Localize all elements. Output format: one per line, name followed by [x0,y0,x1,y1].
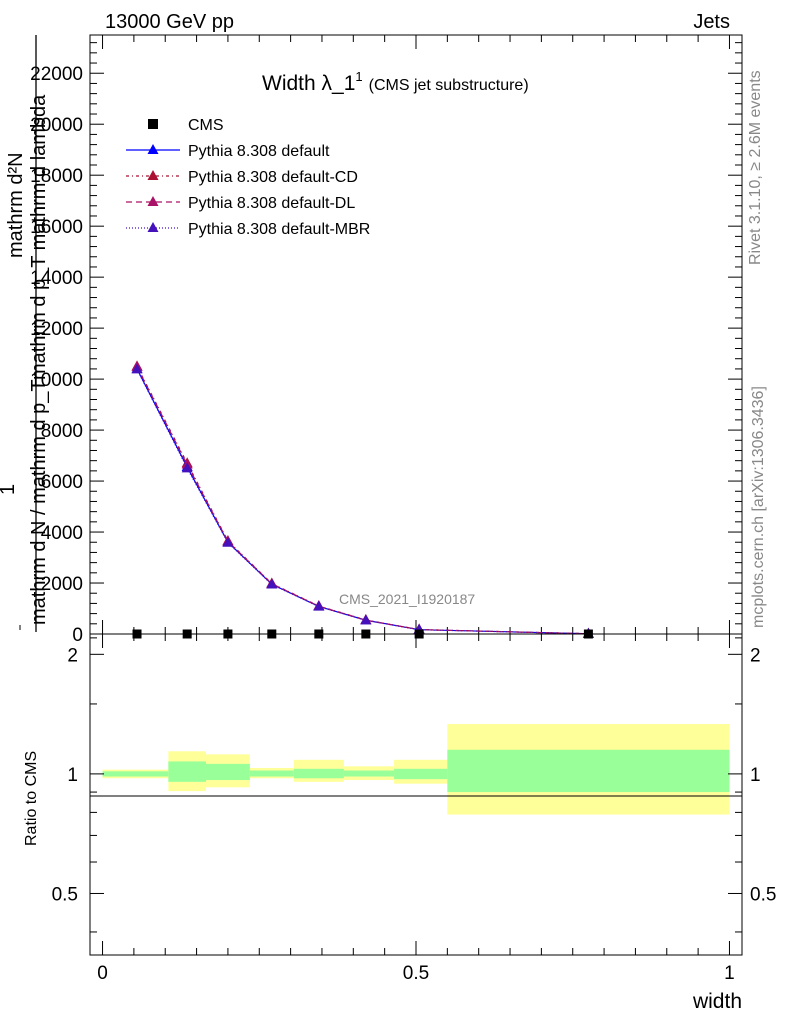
ratio-band-green [102,771,169,777]
series-marker-4 [360,614,372,625]
series-marker-4 [131,363,143,374]
energy-label: 13000 GeV pp [105,11,234,33]
legend-marker [147,222,159,232]
series-marker-4 [266,578,278,589]
ratio-ytick-label-left: 2 [67,645,78,666]
ratio-band-green [394,768,448,780]
ratio-band-green [205,763,250,781]
ratio-ytick-label-left: 1 [67,765,78,786]
legend-entry: Pythia 8.308 default [188,143,330,160]
ratio-xtick-label: 0.5 [403,963,429,984]
main-y-axis: 0 2000 4000 6000 8000 10000 12000 14000 16000 180… [30,35,742,646]
main-ytick-label: 12000 [30,319,83,340]
ratio-bands [102,724,730,815]
ratio-xtick-label: 0 [97,963,108,984]
ratio-band-green [447,749,730,793]
rivet-label: Rivet 3.1.10, ≥ 2.6M events [747,70,764,265]
legend-entry: Pythia 8.308 default-MBR [188,221,370,238]
main-ytick-label: 2000 [41,574,83,595]
main-ytick-label: 10000 [30,370,83,391]
y-label-denominator: mathrm d N / mathrm d p_T [28,379,50,625]
main-ytick-label: 0 [72,625,83,646]
jets-label: Jets [693,11,730,33]
y-label-numerator-sub: mathrm d p_T mathrm d lambda [28,94,50,380]
main-ytick-label: 14000 [30,268,83,289]
legend-marker-cms [148,119,158,129]
plot-title-superscript: 1 [355,69,362,84]
plot-title-main: Width λ_1 [262,72,355,95]
series-line-4 [136,369,589,635]
main-ytick-label: 16000 [30,217,83,238]
mcplots-label: mcplots.cern.ch [arXiv:1306.3436] [750,386,767,628]
ratio-plot-panel: 0.5 0.5 1 1 2 2 0 0.5 1 Ratio to CMS width [23,633,776,1013]
plot-subtitle: (CMS jet substructure) [369,77,529,94]
legend-entry: Pythia 8.308 default-CD [188,169,358,186]
ratio-band-green [343,770,395,777]
legend-marker [147,196,159,206]
ratio-band-green [249,770,294,777]
ratio-xtick-label: 1 [724,963,735,984]
main-ytick-label: 20000 [30,115,83,136]
main-ytick-label: 22000 [30,64,83,85]
ratio-frame [89,633,743,956]
main-ytick-label: 4000 [41,523,83,544]
watermark: CMS_2021_I1920187 [339,591,475,607]
series-marker-4 [222,536,234,547]
main-ytick-label: 6000 [41,472,83,493]
ratio-band-green [168,761,206,782]
main-series [131,360,594,638]
series-marker-4 [181,462,193,473]
plot-title: Width λ_11 (CMS jet substructure) [262,69,529,95]
series-marker-4 [313,600,325,611]
main-ytick-label: 18000 [30,166,83,187]
ratio-y-label: Ratio to CMS [23,751,40,846]
legend: CMS Pythia 8.308 default Pythia 8.308 defa… [126,117,370,238]
legend-marker [147,170,159,180]
ratio-ytick-label-right: 0.5 [750,884,776,905]
ratio-ytick-label-right: 2 [750,645,761,666]
legend-entry: CMS [188,117,224,134]
main-y-axis-label: mathrm d²N mathrm d p_T mathrm d lambda … [0,35,50,632]
ratio-ytick-label-left: 0.5 [52,884,78,905]
y-label-one: 1 [0,484,19,495]
legend-entry: Pythia 8.308 default-DL [188,195,355,212]
main-ytick-label: 8000 [41,421,83,442]
x-axis-label: width [692,990,742,1013]
ratio-axes: 0.5 0.5 1 1 2 2 0 0.5 1 [52,634,776,984]
y-label-numerator: mathrm d²N [5,152,27,258]
ratio-band-green [293,768,344,779]
legend-marker [147,144,159,154]
ratio-ytick-label-right: 1 [750,765,761,786]
main-plot-panel: 0 2000 4000 6000 8000 10000 12000 14000 16000 180… [0,34,743,646]
